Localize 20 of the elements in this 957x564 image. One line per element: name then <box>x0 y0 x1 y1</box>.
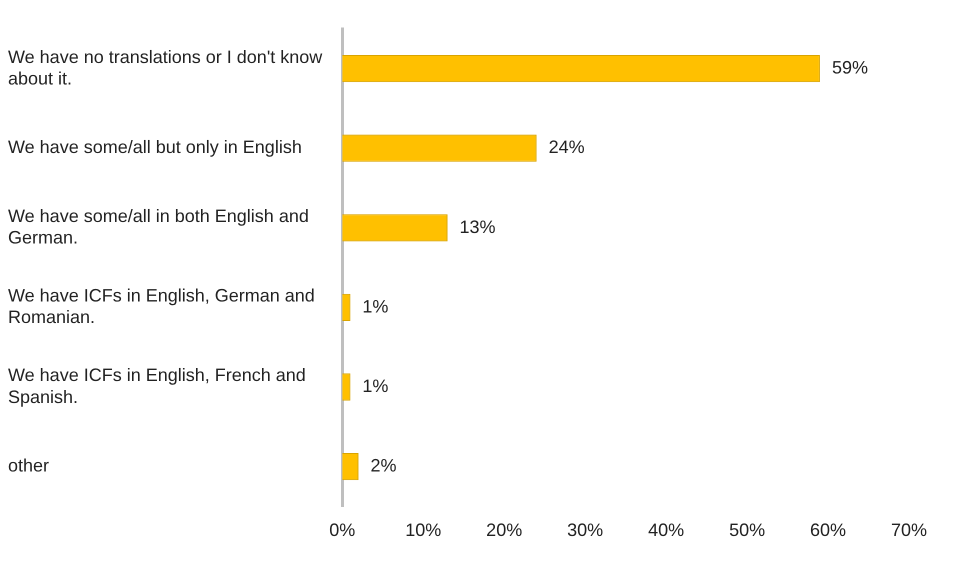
y-tick-label: We have some/all but only in English <box>8 137 302 158</box>
x-tick-label: 20% <box>486 520 522 540</box>
y-tick-label: We have no translations or I don't know about it. <box>8 46 324 88</box>
data-label: 1% <box>362 296 388 316</box>
x-tick-label: 0% <box>329 520 356 540</box>
data-label: 24% <box>548 137 585 158</box>
x-tick-label: 70% <box>890 520 928 540</box>
data-label: 1% <box>362 376 388 396</box>
x-tick-label: 40% <box>648 520 684 540</box>
data-label: 13% <box>460 216 496 237</box>
y-tick-label: We have ICFs in English, French and Spanish. <box>8 365 306 407</box>
y-tick-label: other <box>8 456 50 476</box>
data-label: 2% <box>370 456 396 476</box>
x-tick-label: 50% <box>729 520 766 540</box>
x-tick-label: 10% <box>405 520 442 540</box>
x-tick-label: 60% <box>810 520 846 540</box>
x-tick-label: 30% <box>567 520 604 540</box>
y-tick-label: We have some/all in both English and German. <box>8 206 309 248</box>
data-label: 59% <box>832 58 868 78</box>
y-tick-label: We have ICFs in English, German and Romanian. <box>8 286 315 328</box>
